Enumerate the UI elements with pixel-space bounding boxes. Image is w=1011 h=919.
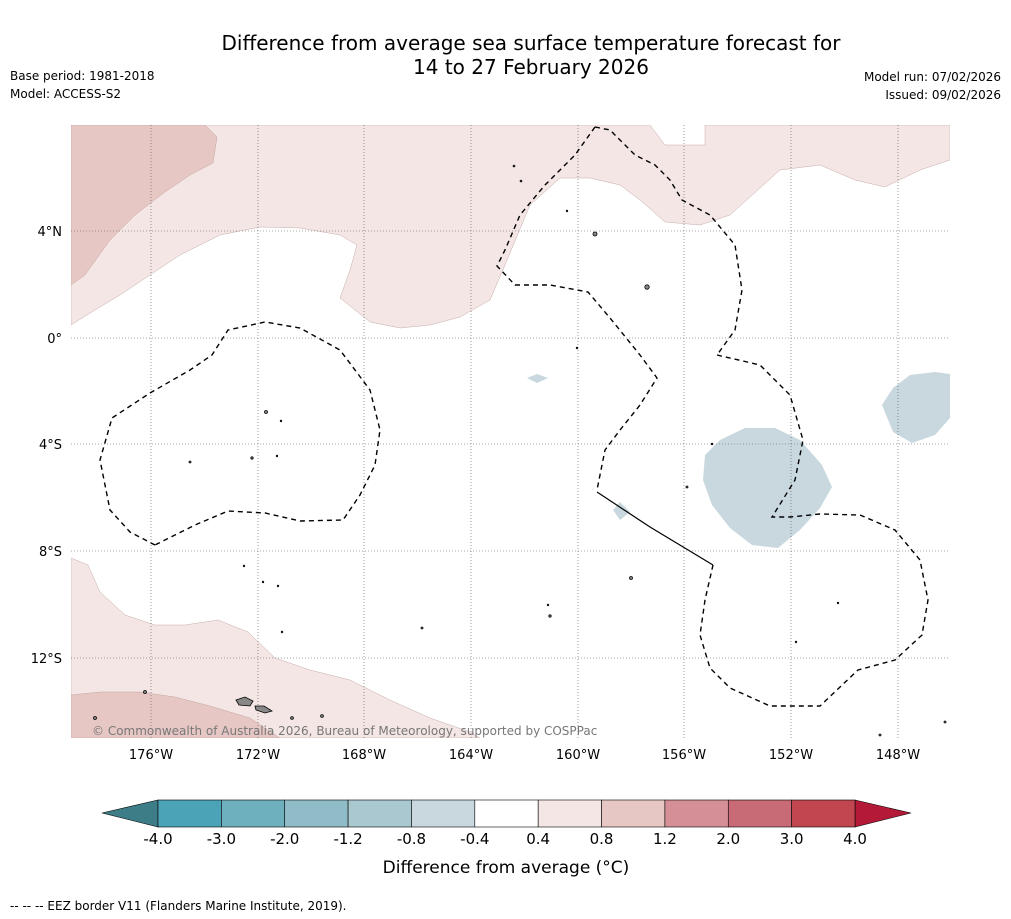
islands [93,164,947,737]
lat-label: 8°S [39,545,62,560]
colorbar-tick-label: -3.0 [207,830,236,848]
colorbar-tick-label: -2.0 [270,830,299,848]
colorbar-swatch [791,799,856,828]
map-area: © Commonwealth of Australia 2026, Bureau… [71,125,950,738]
footnote-eez: -- -- -- EEZ border V11 (Flanders Marine… [10,899,347,913]
copyright-notice: © Commonwealth of Australia 2026, Bureau… [92,724,597,738]
colorbar-tick-label: -0.8 [397,830,426,848]
eez-solid-segment [596,491,714,566]
lon-label: 176°W [129,748,173,763]
lon-label: 164°W [449,748,493,763]
model-run: Model run: 07/02/2026 [863,70,1001,84]
issued-date: Issued: 09/02/2026 [885,88,1001,102]
colorbar-swatch [347,799,412,828]
cool-anomaly-east [882,372,950,443]
colorbar-swatch [664,799,729,828]
island-upolu [254,705,273,714]
lat-label: 0° [47,332,62,347]
colorbar-title: Difference from average (°C) [383,858,630,878]
colorbar-swatch [727,799,792,828]
lon-label: 172°W [236,748,280,763]
colorbar: -4.0 -3.0 -2.0 -1.2 -0.8 -0.4 0.4 0.8 1.2 2.0 3.0 4… [101,799,912,878]
eez-line-islands-north [496,126,743,491]
colorbar-tick-label: 2.0 [716,830,740,848]
lat-label: 12°S [31,652,62,667]
lon-label: 148°W [876,748,920,763]
meta-right: Model run: 07/02/2026 Issued: 09/02/2026 [864,68,1001,104]
colorbar-tick-label: 1.2 [653,830,677,848]
colorbar-swatch [474,799,539,828]
cool-anomaly-small-2 [613,502,630,520]
colorbar-low-extend [101,799,159,828]
lon-label: 168°W [342,748,386,763]
lat-label: 4°N [38,225,63,240]
colorbar-swatches [157,799,856,828]
colorbar-high-extend [854,799,912,828]
colorbar-swatch [537,799,602,828]
colorbar-tick-label: -4.0 [143,830,172,848]
colorbar-tick-label: 0.8 [590,830,614,848]
lon-label: 152°W [769,748,813,763]
gridlines [71,125,950,738]
eez-borders [99,126,929,707]
longitude-labels: 176°W 172°W 168°W 164°W 160°W 156°W 152°… [129,748,920,763]
island-savaii [235,696,254,707]
latitude-labels: 4°N 0° 4°S 8°S 12°S [31,225,62,667]
eez-tokelau-kiribati [99,321,381,546]
colorbar-tick-label: -0.4 [460,830,489,848]
chart-title: Difference from average sea surface temp… [0,31,1011,79]
lat-label: 4°S [39,438,62,453]
warm-anomaly-north [71,125,950,329]
cool-anomaly-central [703,428,832,548]
model-name: Model: ACCESS-S2 [10,87,122,101]
warm-anomaly-northwest [71,125,218,286]
colorbar-tick-label: 0.4 [526,830,550,848]
lon-label: 156°W [662,748,706,763]
colorbar-swatch [601,799,666,828]
title-line-1: Difference from average sea surface temp… [221,31,841,55]
colorbar-tick-label: 3.0 [780,830,804,848]
colorbar-swatch [157,799,222,828]
warm-anomaly-southwest [71,691,281,738]
eez-line-islands-south [699,354,929,707]
title-line-2: 14 to 27 February 2026 [413,55,649,79]
colorbar-swatch [221,799,286,828]
base-period: Base period: 1981-2018 [10,69,155,83]
cool-anomaly-small-1 [527,374,548,383]
colorbar-swatch [284,799,349,828]
lon-label: 160°W [556,748,600,763]
colorbar-swatch [411,799,476,828]
meta-left: Base period: 1981-2018 Model: ACCESS-S2 [10,67,155,103]
colorbar-tick-label: 4.0 [843,830,867,848]
colorbar-tick-label: -1.2 [333,830,362,848]
colorbar-tick-labels: -4.0 -3.0 -2.0 -1.2 -0.8 -0.4 0.4 0.8 1.2 2.0 3.0 4… [143,830,867,848]
